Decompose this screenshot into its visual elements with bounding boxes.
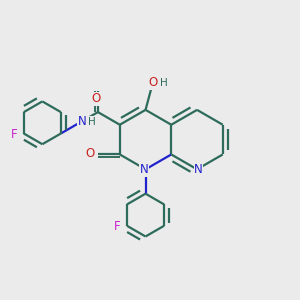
Text: F: F <box>114 220 121 233</box>
Text: O: O <box>92 92 101 105</box>
Text: N: N <box>140 164 148 176</box>
Text: N: N <box>194 164 203 176</box>
Text: H: H <box>160 78 167 88</box>
Text: N: N <box>77 116 86 128</box>
Text: O: O <box>148 76 157 89</box>
Text: O: O <box>85 147 95 161</box>
Text: F: F <box>11 128 18 141</box>
Text: H: H <box>88 117 96 127</box>
